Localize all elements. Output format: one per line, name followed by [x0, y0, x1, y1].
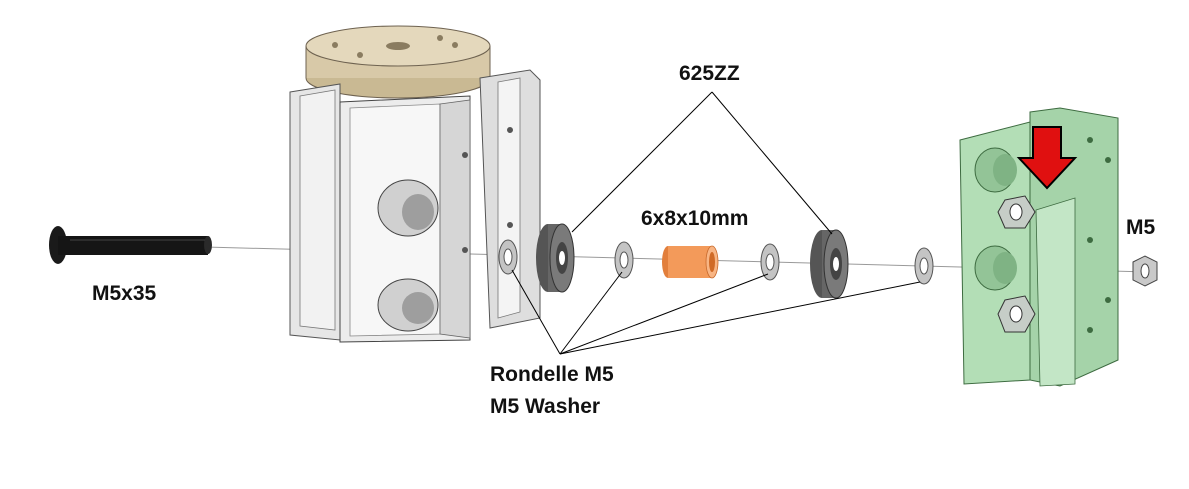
washer-2: [614, 241, 634, 279]
green-idler-block: [959, 107, 1119, 387]
bolt-m5x35: [49, 226, 212, 264]
washer-4: [914, 247, 934, 285]
spacer-label: 6x8x10mm: [641, 207, 749, 230]
washer-leader-lines: [511, 269, 921, 355]
bearing-625zz-1: [536, 223, 575, 293]
nut-label: M5: [1126, 216, 1156, 239]
bearing-leader-lines: [571, 91, 833, 235]
down-arrow-icon: [1016, 126, 1078, 190]
bearing-label: 625ZZ: [679, 62, 740, 85]
carriage-block: [289, 25, 541, 343]
washer-label-en: M5 Washer: [490, 395, 601, 418]
bolt-label: M5x35: [92, 282, 157, 305]
bearing-625zz-2: [810, 229, 849, 299]
washer-label-fr: Rondelle M5: [490, 363, 614, 386]
nut-m5: [1132, 255, 1158, 287]
spacer-6x8x10: [662, 245, 719, 279]
washer-3: [760, 243, 780, 281]
washer-1: [498, 239, 518, 275]
